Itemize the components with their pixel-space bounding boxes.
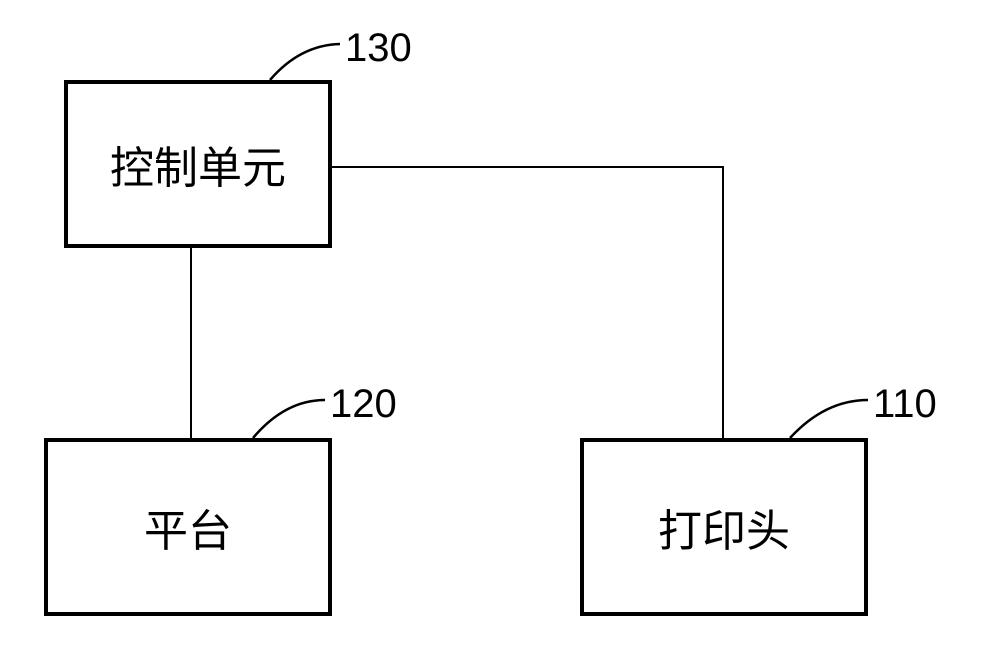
- box-control-unit: 控制单元: [64, 80, 332, 248]
- box-print-head-text: 打印头: [658, 495, 790, 559]
- box-control-unit-text: 控制单元: [110, 132, 286, 196]
- label-120: 120: [330, 382, 397, 427]
- box-platform-text: 平台: [144, 495, 232, 559]
- box-print-head: 打印头: [580, 438, 868, 616]
- connector-control-to-platform: [190, 248, 192, 438]
- label-110: 110: [873, 382, 937, 427]
- connector-control-to-printhead-horiz: [332, 166, 724, 168]
- box-platform: 平台: [44, 438, 332, 616]
- label-130: 130: [345, 26, 412, 71]
- connector-control-to-printhead-vert: [722, 166, 724, 438]
